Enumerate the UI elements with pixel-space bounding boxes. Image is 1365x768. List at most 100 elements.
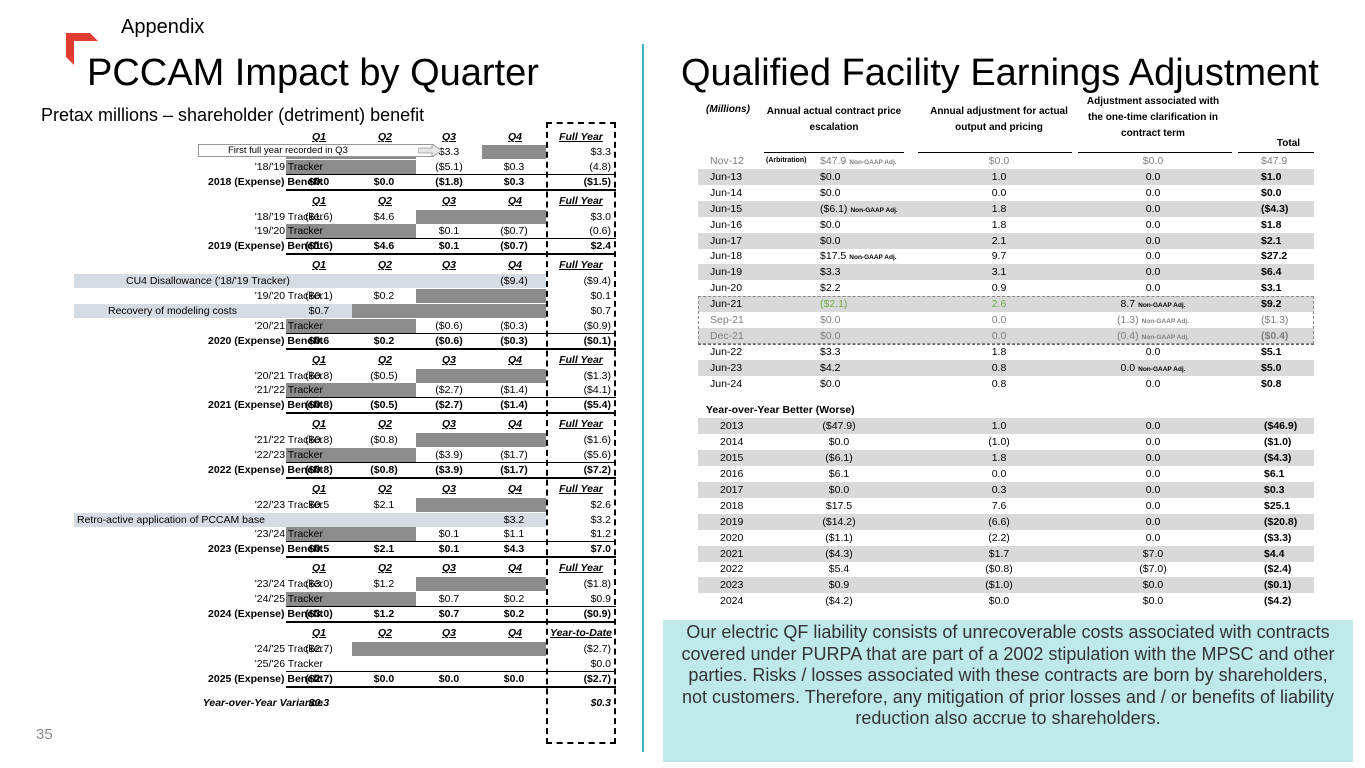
quarter-c3-value: [416, 642, 482, 656]
quarter-c1-value: $0.7: [308, 305, 330, 317]
row-date: Jun-22: [710, 346, 743, 358]
full-year-value: $2.6: [590, 499, 611, 511]
quarter-c2-value: [352, 304, 416, 318]
quarter-c1-value: ($0.8): [305, 434, 333, 446]
quarter-c1-value: Q1: [312, 562, 327, 574]
empty-quarter-cell: [482, 433, 546, 447]
full-year-value: $0.0: [590, 658, 611, 670]
qf-earnings-adjustment-table: (Millions) Annual actual contract price …: [698, 92, 1318, 617]
yoy-year: 2016: [720, 468, 744, 480]
full-year-dashed-box: [546, 122, 616, 744]
output-pricing-value: 0.0: [991, 330, 1007, 342]
row-date: Jun-15: [710, 203, 743, 215]
yoy-price-escalation: ($47.9): [822, 420, 856, 432]
row-label: '20/'21 Tracker: [254, 320, 323, 332]
price-escalation-amount: $0.0: [820, 171, 841, 183]
tracker-row: '19/'20 Tracker $0.1 ($0.7) (0.6): [74, 224, 619, 238]
quarter-c3-value: ($2.7): [435, 384, 463, 396]
yoy-total: ($4.3): [1264, 452, 1292, 464]
disallowance-band: [74, 274, 546, 288]
quarter-c2-value: ($0.5): [370, 399, 398, 411]
yoy-output-pricing: $1.7: [988, 548, 1010, 560]
quarter-c3-value: ($3.9): [435, 464, 463, 476]
quarter-c2-value: [352, 642, 416, 656]
quarter-c1-value: $0.5: [308, 499, 330, 511]
yoy-output-pricing: (1.0): [988, 436, 1010, 448]
row-date: Jun-24: [710, 378, 743, 390]
page-number: 35: [36, 726, 53, 743]
right-slide-title: Qualified Facility Earnings Adjustment: [681, 52, 1319, 94]
quarter-c3-value: ($0.6): [435, 335, 463, 347]
price-escalation-amount: $17.5: [820, 250, 847, 262]
quarter-c1-value: $0.3: [308, 697, 330, 709]
full-year-value: $7.0: [590, 543, 611, 555]
quarter-c3-value: Q3: [442, 354, 457, 366]
row-label: 2018 (Expense) Benefit: [208, 176, 323, 188]
output-pricing-value: 1.8: [991, 346, 1007, 358]
clarification-amount: (0.4): [1117, 330, 1139, 342]
quarter-c4-value: $0.0: [503, 673, 525, 685]
tracker-row: Retro-active application of PCCAM base $3…: [74, 513, 619, 527]
yoy-row: 2014 $0.0 (1.0) 0.0 ($1.0): [698, 434, 1314, 450]
empty-quarter-cell: [352, 319, 416, 333]
empty-quarter-cell: [482, 304, 546, 318]
clarification-value: 0.0: [1078, 217, 1228, 233]
row-total: $5.0: [1261, 362, 1282, 374]
row-total: $2.1: [1261, 235, 1282, 247]
quarter-c1-value: ($2.7): [305, 673, 333, 685]
quarter-c2-value: ($0.8): [370, 464, 398, 476]
quarter-c3-value: $0.1: [438, 528, 460, 540]
clarification-amount: 0.0: [1145, 171, 1161, 183]
quarter-c2-value: [352, 513, 416, 527]
yoy-total: $0.3: [1264, 484, 1285, 496]
row-total: ($0.4): [1261, 330, 1289, 342]
quarter-header-row: Q1 Q2 Q3 Q4 Year-to-Date: [74, 626, 619, 640]
yoy-clarification: 0.0: [1145, 484, 1161, 496]
qf-row: Jun-22 $3.3 1.8 0.0 $5.1: [698, 344, 1314, 360]
row-label: '19/'20 Tracker: [254, 225, 323, 237]
yoy-year: 2019: [720, 516, 744, 528]
quarter-c4-value: ($1.4): [500, 384, 528, 396]
yoy-year: 2024: [720, 595, 744, 607]
full-year-value: (0.6): [589, 225, 611, 237]
arbitration-label: (Arbitration): [766, 157, 807, 164]
quarter-c3-value: ($1.8): [435, 176, 463, 188]
non-gaap-note: Non-GAAP Adj.: [1138, 302, 1186, 309]
full-year-value: ($1.8): [583, 578, 611, 590]
row-label: Retro-active application of PCCAM base: [77, 514, 265, 526]
yoy-year: 2023: [720, 579, 744, 591]
row-label: '22/'23 Tracker: [254, 449, 323, 461]
quarter-c4-value: ($9.4): [500, 275, 528, 287]
empty-quarter-cell: [482, 145, 546, 159]
yoy-price-escalation: ($4.3): [825, 548, 853, 560]
empty-quarter-cell: [482, 577, 546, 591]
non-gaap-note: Non-GAAP Adj.: [1141, 318, 1189, 325]
header-rule: [764, 152, 904, 153]
quarter-c1-value: ($0.8): [305, 399, 333, 411]
empty-quarter-cell: [286, 383, 352, 397]
quarter-c4-value: Q4: [508, 195, 523, 207]
full-year-value: ($1.3): [583, 370, 611, 382]
empty-quarter-cell: [286, 160, 352, 174]
empty-quarter-cell: [416, 289, 482, 303]
full-year-value: ($5.4): [583, 399, 611, 411]
quarter-c2-value: $1.2: [373, 608, 395, 620]
quarter-c1-value: Q1: [312, 418, 327, 430]
yoy-output-pricing: 1.0: [991, 420, 1007, 432]
full-year-value: Full Year: [559, 483, 603, 495]
yoy-year: 2020: [720, 532, 744, 544]
non-gaap-note: Non-GAAP Adj.: [1138, 366, 1186, 373]
yoy-price-escalation: $6.1: [828, 468, 850, 480]
empty-quarter-cell: [416, 369, 482, 383]
yoy-output-pricing: 7.6: [991, 500, 1007, 512]
yoy-row: 2018 $17.5 7.6 0.0 $25.1: [698, 498, 1314, 514]
quarter-header-row: Q1 Q2 Q3 Q4 Full Year: [74, 130, 619, 144]
yoy-year: 2021: [720, 548, 744, 560]
full-year-value: Full Year: [559, 259, 603, 271]
retro-band: [74, 513, 546, 527]
row-total: $1.8: [1261, 219, 1282, 231]
quarter-c4-value: [482, 577, 546, 591]
tracker-row: '19/'20 Tracker ($0.1) $0.2 $0.1: [74, 289, 619, 303]
row-label: 2024 (Expense) Benefit: [208, 608, 323, 620]
quarter-c2-value: $4.6: [373, 211, 395, 223]
